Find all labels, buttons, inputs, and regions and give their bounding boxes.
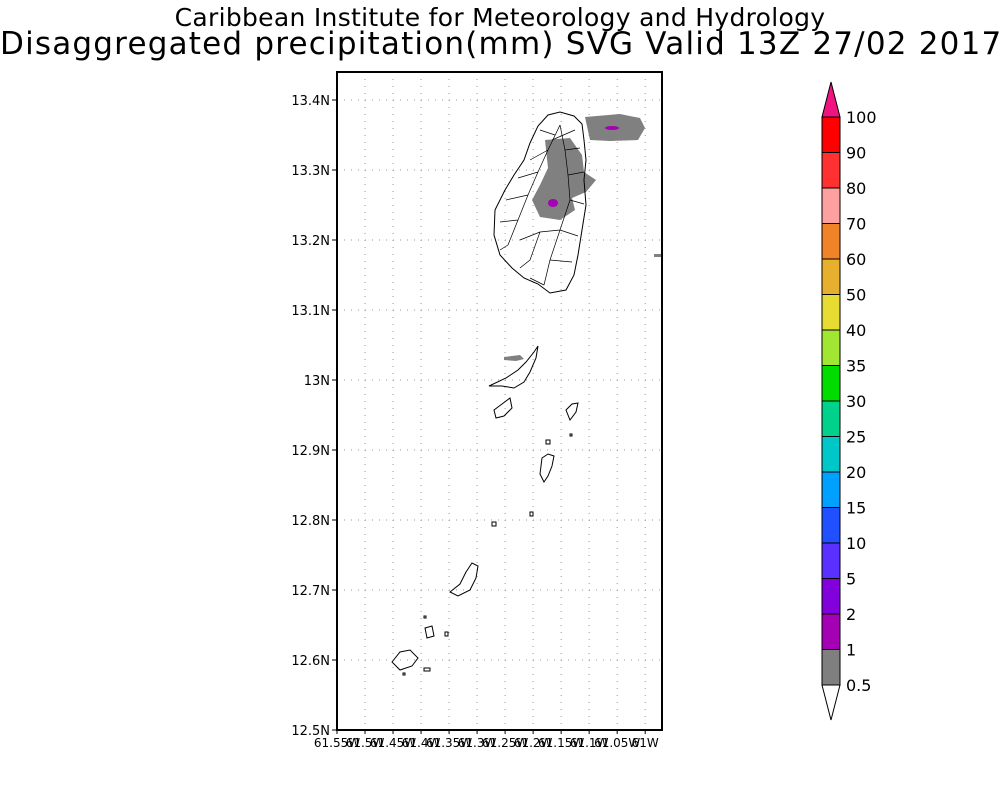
legend-level-label: 50 bbox=[846, 286, 866, 305]
legend-level-label: 70 bbox=[846, 215, 866, 234]
island-st-vincent bbox=[493, 111, 587, 294]
legend-swatch bbox=[821, 649, 841, 686]
canouan-outline bbox=[565, 402, 579, 422]
lon-tick-label: 61.5W bbox=[346, 736, 385, 750]
legend-swatch bbox=[821, 152, 841, 189]
precip-shading bbox=[504, 114, 662, 361]
legend-swatch bbox=[821, 187, 841, 224]
drainage-lines bbox=[499, 124, 585, 286]
lon-tick-label: 61.05W bbox=[594, 736, 640, 750]
map-axes: 13.4N 13.3N 13.2N 13.1N 13N 12.9N 12.8N 12.7N 12… bbox=[291, 71, 663, 750]
lon-tick-label: 61.3W bbox=[458, 736, 497, 750]
legend-level-label: 35 bbox=[846, 357, 866, 376]
lon-tick-label: 61.55W bbox=[314, 736, 360, 750]
precip-area-central bbox=[532, 138, 596, 220]
lon-tick-label: 61.2W bbox=[514, 736, 553, 750]
legend-level-label: 80 bbox=[846, 179, 866, 198]
legend-swatch bbox=[821, 223, 841, 260]
precip-core-central bbox=[548, 199, 558, 207]
legend-level-label: 1 bbox=[846, 641, 856, 660]
islet-g bbox=[424, 625, 435, 639]
island-ronde bbox=[391, 649, 431, 676]
lon-tick-label: 61.1W bbox=[570, 736, 609, 750]
islet-c bbox=[539, 453, 555, 483]
islet-h bbox=[444, 631, 449, 637]
legend-level-label: 20 bbox=[846, 463, 866, 482]
islet-j bbox=[402, 672, 406, 676]
legend-swatch bbox=[821, 294, 841, 331]
island-bequia bbox=[488, 345, 539, 389]
carriacou-outline bbox=[449, 562, 479, 597]
legend-swatch bbox=[821, 613, 841, 650]
island-canouan bbox=[565, 402, 579, 437]
islet-d bbox=[529, 511, 534, 517]
legend-level-label: 15 bbox=[846, 499, 866, 518]
legend-swatch bbox=[821, 365, 841, 402]
legend-level-label: 40 bbox=[846, 321, 866, 340]
lat-tick-label: 12.5N bbox=[291, 724, 330, 739]
legend-swatch bbox=[821, 436, 841, 473]
legend-level-label: 5 bbox=[846, 570, 856, 589]
lat-tick-label: 13.2N bbox=[291, 234, 330, 249]
lon-tick-label: 61W bbox=[632, 736, 659, 750]
legend-arrow-bottom bbox=[821, 684, 841, 721]
legend-swatch bbox=[821, 329, 841, 366]
st-vincent-coastline bbox=[493, 111, 587, 294]
legend-arrow-top bbox=[821, 81, 841, 118]
chart-title: Caribbean Institute for Meteorology and … bbox=[174, 3, 826, 32]
bequia-outline bbox=[488, 345, 539, 389]
legend-swatch bbox=[821, 578, 841, 615]
island-carriacou bbox=[449, 562, 479, 597]
map-grid bbox=[337, 72, 662, 730]
legend-swatch bbox=[821, 471, 841, 508]
lat-tick-label: 12.7N bbox=[291, 584, 330, 599]
legend-level-label: 30 bbox=[846, 392, 866, 411]
legend-level-label: 60 bbox=[846, 250, 866, 269]
islet-a bbox=[569, 433, 573, 437]
precip-core-north bbox=[605, 126, 619, 130]
lat-tick-label: 13.4N bbox=[291, 94, 330, 109]
chart-subtitle: Disaggregated precipitation(mm) SVG Vali… bbox=[0, 26, 1000, 62]
lon-tick-label: 61.15W bbox=[538, 736, 584, 750]
islet-b bbox=[545, 439, 551, 445]
lat-tick-label: 13N bbox=[304, 374, 330, 389]
islet-f bbox=[423, 615, 427, 619]
legend-level-label: 100 bbox=[846, 108, 877, 127]
precip-area-small bbox=[504, 355, 524, 361]
legend-swatch bbox=[821, 400, 841, 437]
lat-tick-label: 12.6N bbox=[291, 654, 330, 669]
lat-tick-label: 13.1N bbox=[291, 304, 330, 319]
lon-tick-label: 61.45W bbox=[370, 736, 416, 750]
legend-level-label: 2 bbox=[846, 605, 856, 624]
legend-swatch bbox=[821, 542, 841, 579]
legend-swatch bbox=[821, 116, 841, 153]
map-frame bbox=[336, 71, 663, 731]
island-petite-martinique bbox=[423, 615, 449, 639]
island-union-area bbox=[491, 439, 555, 527]
lat-tick-label: 12.9N bbox=[291, 444, 330, 459]
mustique-outline bbox=[493, 397, 513, 419]
islet-i bbox=[423, 667, 431, 672]
precip-core bbox=[548, 126, 619, 207]
lon-tick-label: 61.35W bbox=[426, 736, 472, 750]
precip-area-east bbox=[654, 254, 662, 257]
islet-e bbox=[491, 521, 497, 527]
legend-swatch bbox=[821, 507, 841, 544]
lon-tick-label: 61.25W bbox=[482, 736, 528, 750]
legend-level-label: 10 bbox=[846, 534, 866, 553]
lat-tick-label: 12.8N bbox=[291, 514, 330, 529]
lon-tick-label: 61.4W bbox=[402, 736, 441, 750]
lat-tick-label: 13.3N bbox=[291, 164, 330, 179]
legend-level-label: 25 bbox=[846, 428, 866, 447]
legend-level-label: 0.5 bbox=[846, 676, 871, 695]
ronde-outline bbox=[391, 649, 419, 671]
legend-level-label: 90 bbox=[846, 144, 866, 163]
island-mustique bbox=[493, 397, 513, 419]
legend-swatch bbox=[821, 258, 841, 295]
